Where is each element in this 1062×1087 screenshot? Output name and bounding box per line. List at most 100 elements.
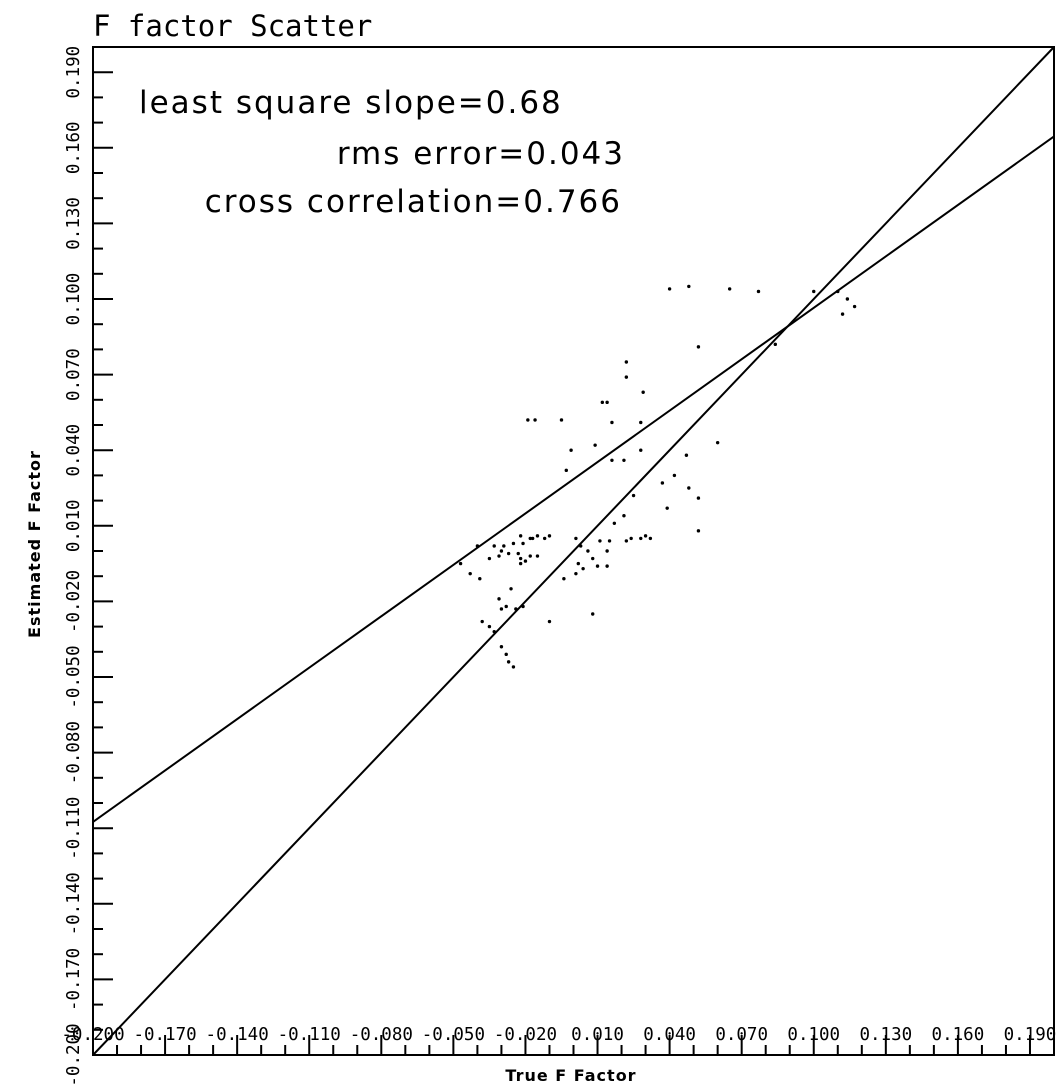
data-point [598, 539, 602, 543]
data-point [530, 536, 535, 541]
y-tick-label: -0.170 [64, 948, 84, 1011]
data-point [639, 536, 643, 541]
data-point [600, 400, 605, 405]
data-point [478, 577, 482, 581]
data-point [684, 453, 689, 457]
x-tick-label: 0.160 [932, 1025, 985, 1045]
x-tick-label: -0.020 [494, 1025, 557, 1045]
data-point [624, 375, 629, 379]
trend-line [92, 135, 1055, 823]
y-tick-label: -0.020 [64, 570, 84, 633]
data-point [504, 652, 508, 657]
data-point [672, 473, 677, 478]
y-tick-label: -0.140 [64, 872, 84, 935]
annotation-slope: least square slope=0.68 [139, 85, 563, 121]
data-point [605, 549, 609, 553]
data-point [643, 534, 648, 538]
data-point [526, 418, 530, 422]
x-tick-label: 0.040 [643, 1025, 696, 1045]
data-point [521, 604, 525, 609]
data-point [480, 619, 484, 624]
data-point [562, 577, 566, 581]
data-point [667, 287, 672, 291]
data-points [458, 284, 857, 669]
regression-lines [92, 46, 1055, 1056]
data-point [586, 549, 590, 553]
data-point [591, 556, 595, 561]
data-point [535, 534, 540, 538]
y-tick-label: 0.190 [64, 46, 84, 99]
data-point [523, 559, 528, 563]
y-tick-label: -0.110 [64, 797, 84, 860]
data-point [641, 390, 645, 394]
chart-title: F factor Scatter [93, 9, 372, 43]
data-point [593, 443, 597, 447]
data-point [576, 561, 581, 566]
x-tick-label: 0.070 [715, 1025, 768, 1045]
y-tick-label: 0.010 [64, 499, 84, 552]
data-point [579, 544, 583, 548]
data-point [514, 607, 518, 611]
data-point [511, 665, 516, 669]
data-point [660, 481, 665, 485]
data-point [499, 607, 504, 611]
y-tick-label: 0.040 [64, 424, 84, 477]
data-point [533, 418, 537, 422]
y-tick-label: 0.130 [64, 197, 84, 250]
data-point [607, 539, 612, 543]
data-point [492, 629, 496, 634]
data-point [773, 342, 778, 347]
data-point [499, 549, 504, 553]
data-point [497, 554, 501, 558]
y-tick-label: -0.080 [64, 721, 84, 784]
x-axis-ticks: -0.200 -0.170 -0.140 -0.110 -0.080 -0.050 -0.0… [61, 1025, 1056, 1055]
data-point [569, 448, 573, 452]
annotation-correlation: cross correlation=0.766 [205, 184, 622, 220]
data-point [836, 289, 840, 294]
data-point [528, 536, 532, 541]
data-point [475, 544, 480, 548]
data-point [518, 561, 523, 566]
data-point [612, 521, 617, 525]
x-tick-label: 0.100 [787, 1025, 840, 1045]
x-tick-label: 0.130 [859, 1025, 912, 1045]
data-point [506, 660, 511, 664]
y-tick-label: -0.200 [64, 1023, 84, 1086]
x-tick-label: -0.200 [61, 1025, 124, 1045]
data-point [581, 566, 585, 571]
data-point [624, 360, 629, 364]
data-point [852, 304, 857, 309]
data-point [845, 297, 850, 301]
data-point [528, 554, 532, 558]
data-point [547, 534, 552, 538]
data-point [610, 420, 614, 425]
data-point [574, 571, 578, 576]
data-point [756, 289, 761, 294]
data-point [497, 597, 501, 601]
y-tick-label: -0.050 [64, 645, 84, 708]
trend-line [92, 46, 1055, 1056]
data-point [648, 536, 653, 541]
y-axis-label: Estimated F Factor [25, 450, 44, 638]
data-point [595, 564, 600, 568]
data-point [629, 536, 633, 541]
x-axis-label: True F Factor [505, 1066, 636, 1085]
data-point [840, 312, 845, 316]
data-point [687, 486, 691, 490]
data-point [492, 544, 496, 548]
data-point [622, 514, 626, 518]
data-point [727, 287, 732, 291]
data-point [547, 619, 552, 624]
data-point [687, 284, 691, 289]
data-point [509, 587, 513, 591]
x-tick-label: -0.050 [422, 1025, 485, 1045]
y-tick-label: 0.070 [64, 348, 84, 401]
x-tick-label: 0.010 [571, 1025, 624, 1045]
x-tick-label: -0.140 [206, 1025, 269, 1045]
data-point [605, 400, 609, 405]
data-point [696, 496, 701, 500]
data-point [506, 551, 511, 556]
data-point [458, 561, 463, 566]
x-tick-label: -0.080 [350, 1025, 413, 1045]
